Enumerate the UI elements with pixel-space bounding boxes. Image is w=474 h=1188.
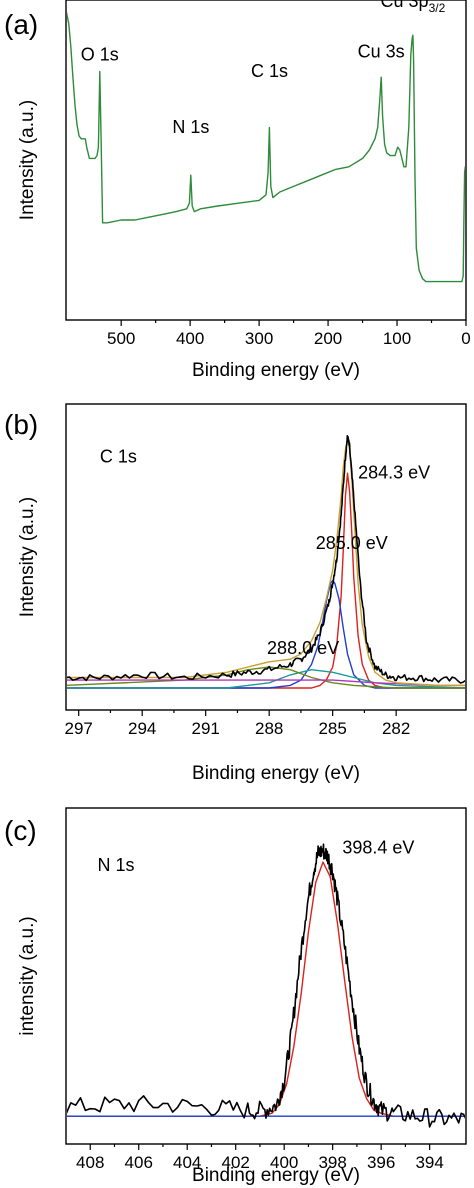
annotation-label: 288.0 eV [267, 638, 339, 658]
x-tick-label: 406 [125, 1153, 153, 1172]
annotation-label: N 1s [172, 117, 209, 137]
x-tick-label: 291 [191, 719, 219, 738]
plot-frame [65, 0, 467, 321]
x-tick-label: 400 [176, 329, 204, 348]
panel-label: (b) [4, 409, 38, 440]
x-tick-label: 100 [383, 329, 411, 348]
annotation-label: 285.0 eV [316, 533, 388, 553]
panel-a: 500 400 300 200 100 0 Binding energy (eV) Inten… [4, 0, 471, 381]
y-axis-title: Intensity (a.u.) [17, 100, 38, 220]
series-line-peak-398.4 [67, 861, 465, 1117]
series-line-peak-284.3 [67, 472, 465, 689]
annotation-label: C 1s [251, 61, 288, 81]
x-tick-label: 402 [222, 1153, 250, 1172]
x-tick-label: 297 [65, 719, 93, 738]
series-line-peak-286 [67, 669, 465, 689]
x-tick-label: 294 [128, 719, 156, 738]
series-line-peak-285.0 [67, 579, 465, 689]
x-tick-label: 200 [314, 329, 342, 348]
series-line-raw [67, 435, 465, 684]
annotation-label: 284.3 eV [358, 462, 430, 482]
x-axis-title: Binding energy (eV) [192, 360, 360, 381]
annotation-label: Cu 3s [358, 42, 405, 62]
panel-label: (c) [4, 815, 37, 846]
x-tick-label: 398 [318, 1153, 346, 1172]
plot-frame [65, 403, 467, 711]
x-tick-label: 408 [76, 1153, 104, 1172]
series-line-0 [67, 11, 465, 283]
annotation-label: N 1s [98, 855, 135, 875]
x-tick-label: 0 [461, 329, 470, 348]
annotation-label: 398.4 eV [342, 837, 414, 857]
annotation-label: C 1s [100, 447, 137, 467]
panel-b: 297 294 291 288 285 282 Binding energy (eV) Int… [4, 403, 467, 784]
x-tick-label: 404 [173, 1153, 201, 1172]
annotation-label: Cu 3p3/2 [381, 0, 446, 15]
annotation-label: O 1s [81, 44, 119, 64]
plot-frame [65, 807, 467, 1145]
x-tick-label: 400 [270, 1153, 298, 1172]
x-tick-label: 282 [382, 719, 410, 738]
y-axis-title: intensity (a.u.) [17, 916, 38, 1035]
x-tick-label: 394 [415, 1153, 443, 1172]
series-line-raw [67, 843, 465, 1128]
series-line-envelope [67, 438, 465, 687]
x-tick-label: 396 [367, 1153, 395, 1172]
x-axis-title: Binding energy (eV) [192, 1165, 360, 1186]
x-tick-label: 285 [318, 719, 346, 738]
x-tick-label: 300 [245, 329, 273, 348]
panel-label: (a) [4, 9, 38, 40]
x-tick-label: 500 [107, 329, 135, 348]
x-axis-title: Binding energy (eV) [192, 763, 360, 784]
y-axis-title: Intensity (a.u.) [17, 497, 38, 617]
panel-c: 408 406 404 402 400 398 396 394 Binding energy (… [4, 807, 467, 1186]
x-tick-label: 288 [255, 719, 283, 738]
annotation-subscript: 3/2 [429, 1, 446, 15]
